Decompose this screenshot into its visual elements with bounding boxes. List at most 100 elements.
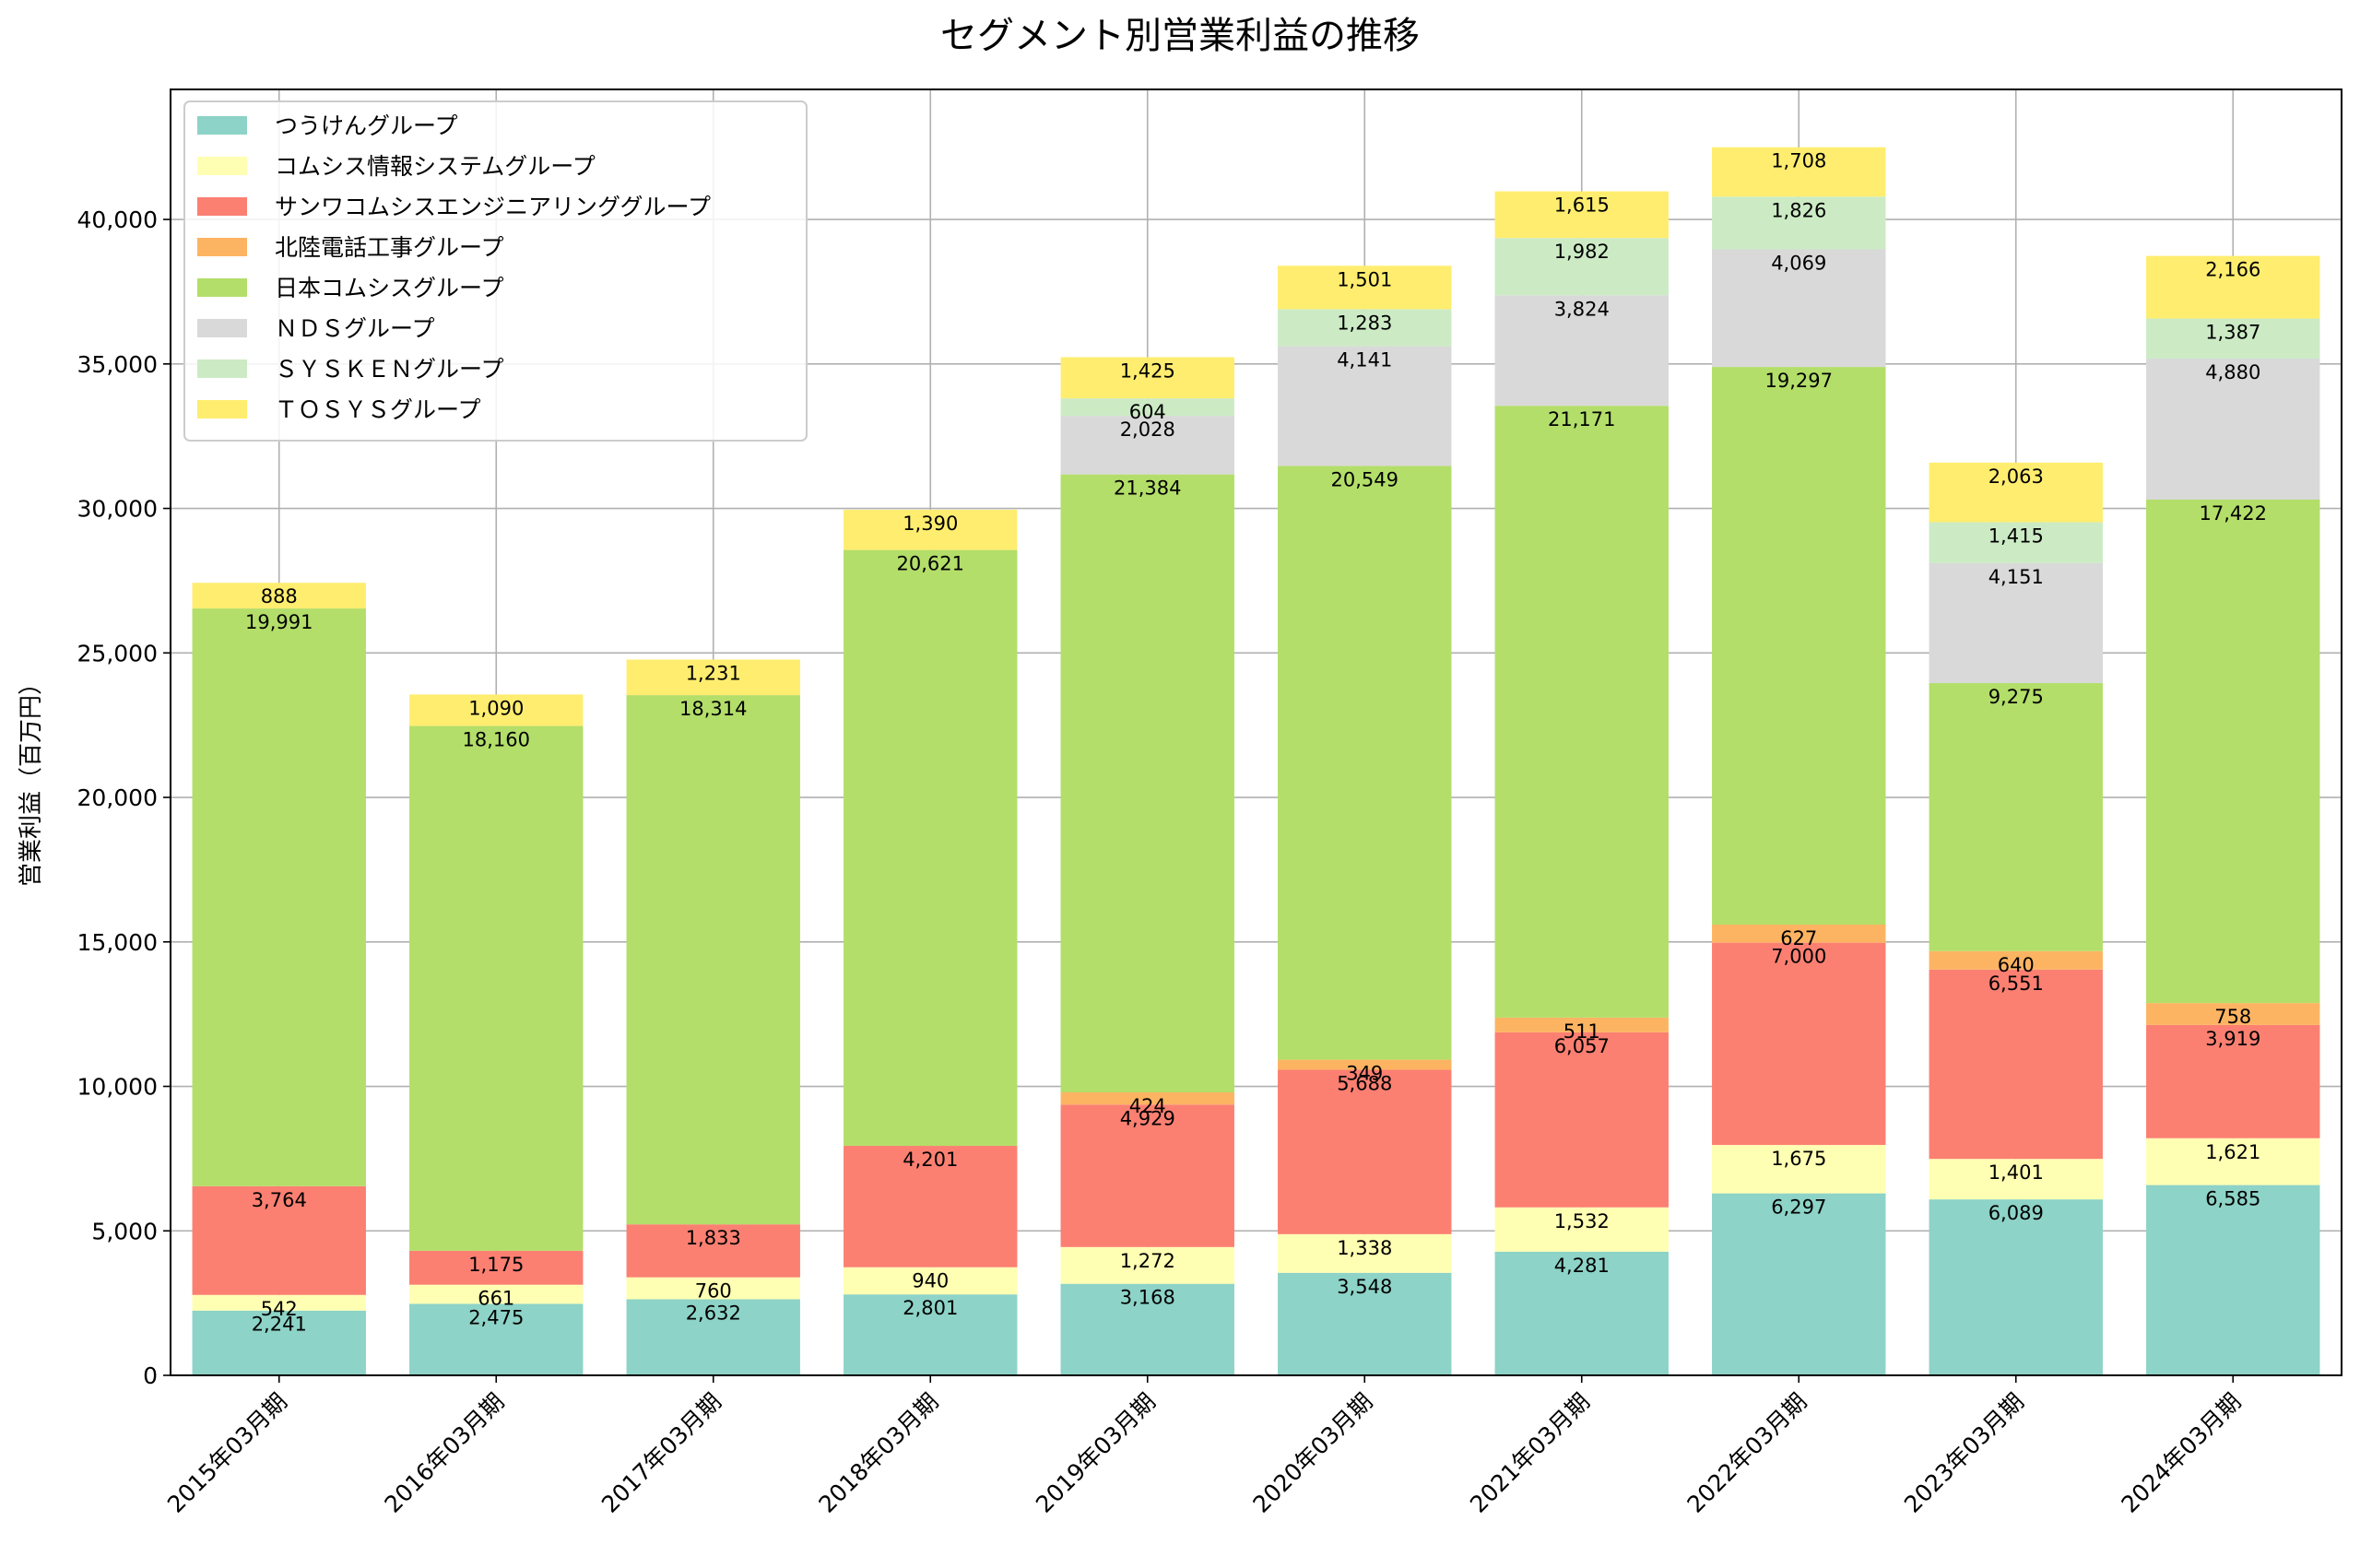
legend-swatch	[197, 197, 247, 216]
data-label: 1,338	[1337, 1237, 1392, 1259]
bar-segment	[2146, 318, 2320, 360]
bar-segment	[1929, 683, 2103, 951]
data-label: 20,549	[1331, 468, 1398, 490]
bar-segment	[2146, 1185, 2320, 1375]
bar-segment	[1494, 406, 1669, 1018]
bar-segment	[1712, 367, 1886, 925]
data-label: 6,089	[1988, 1202, 2044, 1224]
bar-segment	[409, 1284, 584, 1304]
bar-segment	[409, 1250, 584, 1285]
data-label: 2,801	[903, 1297, 958, 1319]
data-label: 1,283	[1337, 312, 1392, 334]
data-label: 661	[478, 1288, 514, 1310]
data-label: 1,982	[1554, 241, 1610, 263]
legend-swatch	[197, 238, 247, 256]
bar-segment	[1494, 1251, 1669, 1375]
bar-segment	[1060, 1283, 1234, 1375]
bar-segment	[1494, 1017, 1669, 1032]
data-label: 1,621	[2205, 1141, 2260, 1163]
bar-segment	[1929, 950, 2103, 970]
data-label: 7,000	[1771, 946, 1826, 968]
bar-segment	[1278, 1069, 1452, 1234]
bar-segment	[1712, 942, 1886, 1146]
data-label: 6,585	[2205, 1188, 2260, 1210]
bar-segment	[1278, 1233, 1452, 1273]
data-label: 1,425	[1120, 360, 1175, 382]
data-label: 542	[261, 1298, 298, 1320]
data-label: 1,175	[468, 1254, 524, 1276]
bar-segment	[1712, 147, 1886, 197]
bar-segment	[1929, 462, 2103, 523]
bar-segment	[1278, 1272, 1452, 1375]
y-tick-label: 0	[143, 1362, 158, 1389]
data-label: 1,615	[1554, 195, 1610, 217]
data-label: 1,675	[1771, 1148, 1826, 1170]
bar-segment	[1929, 562, 2103, 684]
bar-segment	[1712, 196, 1886, 250]
bar-segment	[844, 549, 1018, 1147]
data-label: 1,532	[1554, 1210, 1610, 1232]
bar-segment	[626, 695, 800, 1225]
data-label: 4,141	[1337, 349, 1392, 371]
bar-segment	[844, 1267, 1018, 1295]
bar-segment	[1060, 474, 1234, 1093]
data-label: 1,501	[1337, 268, 1392, 290]
data-label: 2,241	[252, 1314, 307, 1336]
bar-segment	[1060, 398, 1234, 417]
data-label: 6,297	[1771, 1197, 1826, 1219]
bar-segment	[2146, 255, 2320, 319]
data-label: 4,929	[1120, 1107, 1175, 1129]
legend: つうけんグループコムシス情報システムグループサンワコムシスエンジニアリンググルー…	[183, 100, 808, 442]
y-tick-label: 25,000	[77, 640, 158, 666]
data-label: 1,231	[686, 663, 741, 685]
data-label: 6,551	[1988, 973, 2044, 995]
data-label: 4,281	[1554, 1255, 1610, 1277]
data-label: 1,826	[1771, 199, 1826, 221]
bar-segment	[1494, 191, 1669, 239]
data-label: 6,057	[1554, 1035, 1610, 1057]
bar-segment	[2146, 359, 2320, 500]
data-label: 424	[1129, 1095, 1166, 1117]
legend-label: サンワコムシスエンジニアリンググループ	[275, 194, 711, 220]
data-label: 3,168	[1120, 1287, 1175, 1309]
bar-segment	[1929, 522, 2103, 563]
data-label: 888	[261, 585, 298, 607]
bar-segment	[1712, 1193, 1886, 1375]
bar-segment	[409, 694, 584, 726]
bar-segment	[1712, 924, 1886, 943]
data-label: 758	[2214, 1006, 2251, 1028]
bar-segment	[626, 1299, 800, 1375]
bar-segment	[1060, 357, 1234, 399]
y-axis-label: 営業利益（百万円）	[18, 671, 45, 887]
data-label: 17,422	[2200, 502, 2267, 525]
bar-segment	[1278, 466, 1452, 1060]
bar-segment	[844, 510, 1018, 550]
bar-segment	[1712, 249, 1886, 368]
y-tick-label: 5,000	[91, 1218, 158, 1244]
legend-label: ＴＯＳＹＳグループ	[275, 396, 481, 423]
bar-segment	[844, 1146, 1018, 1267]
data-label: 2,166	[2205, 259, 2260, 281]
legend-swatch	[197, 278, 247, 297]
y-tick-label: 10,000	[77, 1074, 158, 1101]
bar-segment	[1494, 1032, 1669, 1208]
data-label: 21,384	[1114, 477, 1181, 500]
data-label: 604	[1129, 401, 1166, 423]
data-label: 1,090	[468, 697, 524, 719]
bar-segment	[1278, 1059, 1452, 1070]
bar-segment	[626, 1224, 800, 1278]
bar-segment	[1494, 238, 1669, 296]
bar-segment	[1060, 1104, 1234, 1247]
data-label: 1,708	[1771, 150, 1826, 172]
bar-segment	[409, 725, 584, 1251]
bar-segment	[1278, 265, 1452, 310]
bar-segment	[1929, 1159, 2103, 1200]
legend-swatch	[197, 116, 247, 135]
data-label: 2,028	[1120, 419, 1175, 441]
data-label: 19,297	[1765, 370, 1833, 392]
bar-segment	[192, 1310, 366, 1375]
data-label: 1,390	[903, 513, 958, 535]
data-label: 2,475	[468, 1306, 524, 1328]
chart-title: セグメント別営業利益の推移	[940, 15, 1420, 57]
